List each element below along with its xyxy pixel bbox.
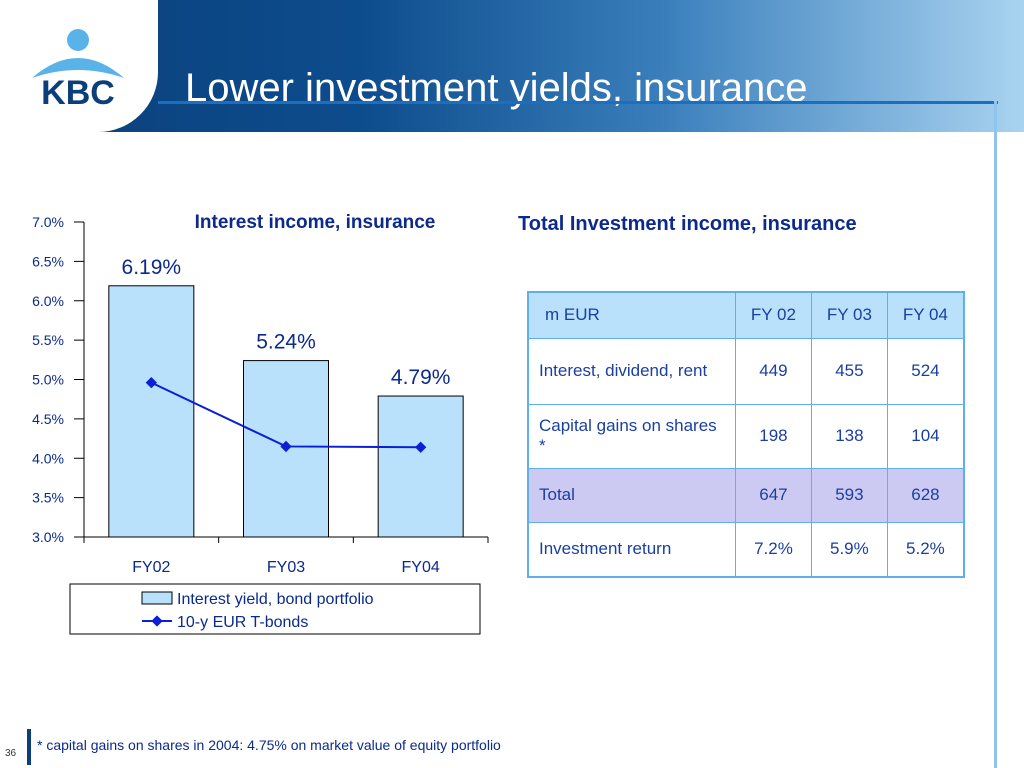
table-row: Interest, dividend, rent 449 455 524 bbox=[527, 337, 965, 405]
y-tick-label: 7.0% bbox=[32, 214, 64, 230]
investment-income-table: m EUR FY 02 FY 03 FY 04 Interest, divide… bbox=[527, 291, 965, 578]
legend-label-bar: Interest yield, bond portfolio bbox=[177, 591, 374, 608]
bar-data-label: 6.19% bbox=[122, 256, 182, 279]
logo-text: KBC bbox=[41, 74, 115, 108]
header-banner bbox=[0, 0, 1024, 132]
header-fy03: FY 03 bbox=[810, 291, 888, 339]
legend-box bbox=[69, 583, 481, 635]
footnote-bar bbox=[27, 729, 31, 765]
row-label: Capital gains on shares * bbox=[527, 403, 736, 469]
line-point bbox=[145, 376, 157, 389]
table-row-total: Total 647 593 628 bbox=[527, 467, 965, 523]
bar bbox=[108, 285, 195, 538]
cell-value: 138 bbox=[810, 403, 888, 469]
x-tick-label: FY03 bbox=[267, 559, 305, 576]
y-axis: 3.0% 3.5% 4.0% 4.5% 5.0% 5.5% 6.0% 6.5% 7.0% bbox=[32, 214, 85, 545]
kbc-logo-icon: KBC bbox=[32, 29, 124, 108]
line-series bbox=[145, 376, 427, 453]
page-title: Lower investment yields, insurance bbox=[185, 66, 808, 110]
line-point bbox=[280, 440, 292, 453]
cell-value: 524 bbox=[886, 337, 965, 405]
cell-value: 647 bbox=[735, 467, 812, 523]
header-fy02: FY 02 bbox=[735, 291, 812, 339]
y-tick-label: 5.5% bbox=[32, 332, 64, 348]
legend-label-line: 10-y EUR T-bonds bbox=[177, 614, 308, 631]
cell-value: 449 bbox=[735, 337, 812, 405]
bar-data-label: 4.79% bbox=[391, 366, 451, 389]
cell-value: 5.9% bbox=[810, 521, 888, 578]
y-tick-label: 5.0% bbox=[32, 372, 64, 388]
table-row: Investment return 7.2% 5.9% 5.2% bbox=[527, 521, 965, 578]
y-tick-label: 4.5% bbox=[32, 411, 64, 427]
cell-value: 593 bbox=[810, 467, 888, 523]
table-title: Total Investment income, insurance bbox=[518, 213, 857, 235]
x-tick-label: FY02 bbox=[132, 559, 170, 576]
chart-title: Interest income, insurance bbox=[195, 212, 436, 233]
legend-marker bbox=[151, 615, 163, 627]
y-tick-label: 3.5% bbox=[32, 490, 64, 506]
cell-value: 104 bbox=[886, 403, 965, 469]
line-point bbox=[415, 441, 427, 453]
bar bbox=[377, 395, 464, 538]
legend-swatch-bar bbox=[141, 591, 173, 605]
logo-area: KBC bbox=[0, 0, 158, 132]
row-label: Investment return bbox=[527, 521, 736, 578]
header-unit: m EUR bbox=[527, 291, 736, 339]
cell-value: 455 bbox=[810, 337, 888, 405]
interest-income-chart: Interest income, insurance 3.0% 3.5% 4.0% 4… bbox=[32, 212, 489, 635]
x-axis: FY02 FY03 FY04 bbox=[83, 536, 489, 576]
y-tick-label: 3.0% bbox=[32, 529, 64, 545]
bar-data-label: 5.24% bbox=[256, 331, 316, 354]
page-number: 36 bbox=[5, 748, 17, 759]
cell-value: 7.2% bbox=[735, 521, 812, 578]
footnote: * capital gains on shares in 2004: 4.75%… bbox=[37, 737, 501, 753]
x-tick-label: FY04 bbox=[402, 559, 440, 576]
header-fy04: FY 04 bbox=[886, 291, 965, 339]
y-tick-label: 4.0% bbox=[32, 450, 64, 466]
table-header-row: m EUR FY 02 FY 03 FY 04 bbox=[527, 291, 965, 339]
cell-value: 5.2% bbox=[886, 521, 965, 578]
y-tick-label: 6.5% bbox=[32, 253, 64, 269]
cell-value: 628 bbox=[886, 467, 965, 523]
row-label: Interest, dividend, rent bbox=[527, 337, 736, 405]
row-label: Total bbox=[527, 467, 736, 523]
chart-legend: Interest yield, bond portfolio 10-y EUR T… bbox=[69, 583, 481, 635]
frame-line-right bbox=[994, 101, 997, 768]
y-tick-label: 6.0% bbox=[32, 293, 64, 309]
bar-series: 6.19% 5.24% 4.79% bbox=[108, 256, 464, 538]
table-row: Capital gains on shares * 198 138 104 bbox=[527, 403, 965, 469]
cell-value: 198 bbox=[735, 403, 812, 469]
frame-line-top bbox=[158, 101, 998, 104]
